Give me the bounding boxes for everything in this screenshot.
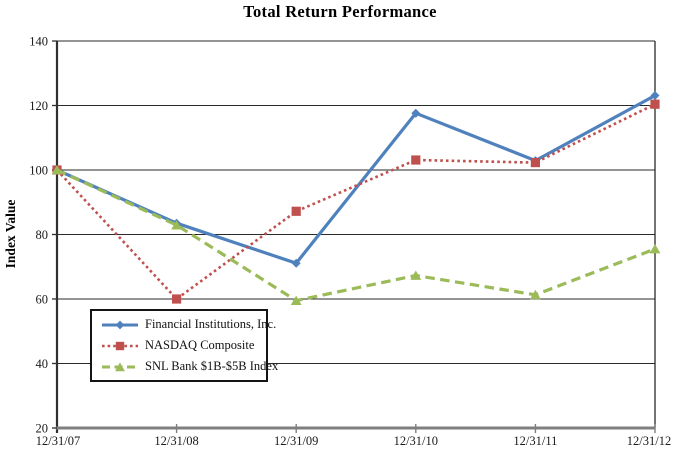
square-marker	[291, 206, 301, 216]
series-nasdaq-composite	[52, 99, 660, 304]
y-tick-label: 40	[36, 357, 49, 371]
diamond-marker	[291, 258, 301, 268]
legend-item-snl-bank-index: SNL Bank $1B-$5B Index	[100, 359, 278, 374]
x-tick-label: 12/31/10	[394, 434, 438, 448]
legend-box: Financial Institutions, Inc. NASDAQ Comp…	[90, 309, 278, 382]
chart-title: Total Return Performance	[243, 2, 437, 21]
x-tick-label: 12/31/12	[627, 434, 671, 448]
legend-label: Financial Institutions, Inc.	[145, 317, 277, 331]
y-tick-label: 20	[36, 421, 49, 435]
dashed-line-triangle-icon	[102, 361, 138, 371]
diamond-marker	[411, 108, 421, 118]
triangle-marker	[649, 244, 661, 254]
square-marker	[172, 294, 182, 304]
series-line-nasdaq-composite	[56, 103, 656, 301]
diamond-marker	[650, 91, 660, 101]
gridlines	[57, 40, 655, 364]
y-tick-label: 60	[36, 292, 49, 306]
x-axis-labels: 12/31/07 12/31/08 12/31/09 12/31/10 12/31/11…	[36, 434, 671, 448]
legend-label: SNL Bank $1B-$5B Index	[145, 359, 279, 373]
y-tick-label: 140	[29, 34, 48, 48]
square-marker	[530, 157, 540, 168]
triangle-marker	[51, 165, 63, 175]
square-marker	[650, 99, 660, 109]
series-snl-bank-1b-5b-index	[51, 165, 661, 306]
legend-label: NASDAQ Composite	[145, 338, 255, 352]
series-financial-institutions-inc	[52, 91, 660, 268]
series-line-snl-bank-1b-5b-index	[56, 168, 656, 303]
x-tick-label: 12/31/11	[513, 434, 557, 448]
y-tick-label: 100	[29, 163, 48, 177]
solid-line-diamond-icon	[102, 320, 138, 329]
square-marker	[411, 155, 421, 165]
y-axis-ticks: 20 40 60 80 100 120 140	[29, 34, 57, 435]
series-line-financial-institutions-inc	[56, 94, 656, 265]
x-tick-label: 12/31/09	[274, 434, 318, 448]
x-tick-label: 12/31/07	[36, 434, 80, 448]
dotted-line-square-icon	[102, 341, 138, 350]
triangle-marker	[530, 289, 541, 300]
y-tick-label: 80	[36, 228, 49, 242]
y-tick-label: 120	[29, 99, 48, 113]
legend-item-financial-institutions-inc: Financial Institutions, Inc.	[100, 317, 276, 332]
triangle-marker	[171, 220, 182, 230]
x-tick-label: 12/31/08	[154, 434, 198, 448]
triangle-marker	[410, 270, 422, 280]
triangle-marker	[290, 295, 302, 306]
legend-item-nasdaq-composite: NASDAQ Composite	[100, 338, 266, 353]
